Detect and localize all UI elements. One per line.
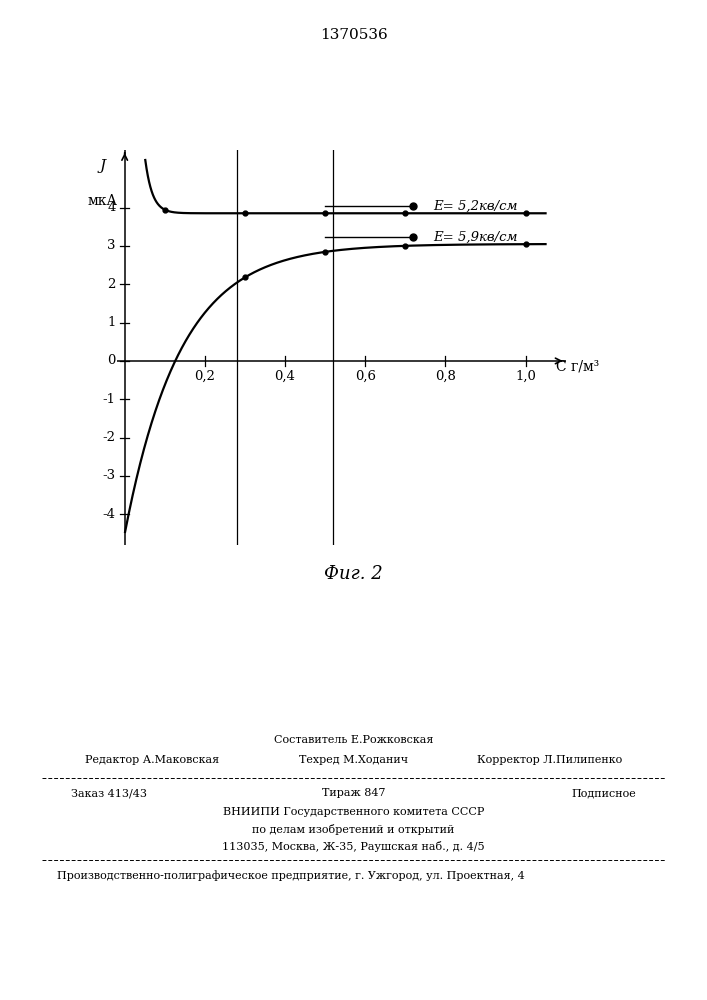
Text: Производственно-полиграфическое предприятие, г. Ужгород, ул. Проектная, 4: Производственно-полиграфическое предприя… xyxy=(57,870,525,881)
Text: 3: 3 xyxy=(107,239,116,252)
Text: ВНИИПИ Государственного комитета СССР: ВНИИПИ Государственного комитета СССР xyxy=(223,807,484,817)
Text: C г/м³: C г/м³ xyxy=(556,360,599,374)
Text: 0,2: 0,2 xyxy=(194,369,215,382)
Text: 2: 2 xyxy=(107,278,116,291)
Text: 1: 1 xyxy=(107,316,116,329)
Text: Фиг. 2: Фиг. 2 xyxy=(324,565,383,583)
Text: по делам изобретений и открытий: по делам изобретений и открытий xyxy=(252,824,455,835)
Text: -3: -3 xyxy=(103,469,116,482)
Text: 0: 0 xyxy=(107,354,116,367)
Text: -1: -1 xyxy=(103,393,116,406)
Text: J: J xyxy=(100,159,105,173)
Text: 0,8: 0,8 xyxy=(435,369,456,382)
Text: Составитель Е.Рожковская: Составитель Е.Рожковская xyxy=(274,735,433,745)
Text: Подписное: Подписное xyxy=(571,788,636,798)
Text: -2: -2 xyxy=(103,431,116,444)
Text: -4: -4 xyxy=(103,508,116,521)
Text: 0,4: 0,4 xyxy=(274,369,296,382)
Text: мкА: мкА xyxy=(88,194,117,208)
Text: Заказ 413/43: Заказ 413/43 xyxy=(71,788,146,798)
Text: 113035, Москва, Ж-35, Раушская наб., д. 4/5: 113035, Москва, Ж-35, Раушская наб., д. … xyxy=(222,841,485,852)
Text: 1370536: 1370536 xyxy=(320,28,387,42)
Text: Корректор Л.Пилипенко: Корректор Л.Пилипенко xyxy=(477,755,622,765)
Text: 0,6: 0,6 xyxy=(355,369,375,382)
Text: 1,0: 1,0 xyxy=(515,369,536,382)
Text: 4: 4 xyxy=(107,201,116,214)
Text: Тираж 847: Тираж 847 xyxy=(322,788,385,798)
Text: Техред М.Ходанич: Техред М.Ходанич xyxy=(299,755,408,765)
Text: E= 5,9кв/см: E= 5,9кв/см xyxy=(433,231,518,244)
Text: E= 5,2кв/см: E= 5,2кв/см xyxy=(433,200,518,213)
Text: Редактор А.Маковская: Редактор А.Маковская xyxy=(85,755,219,765)
